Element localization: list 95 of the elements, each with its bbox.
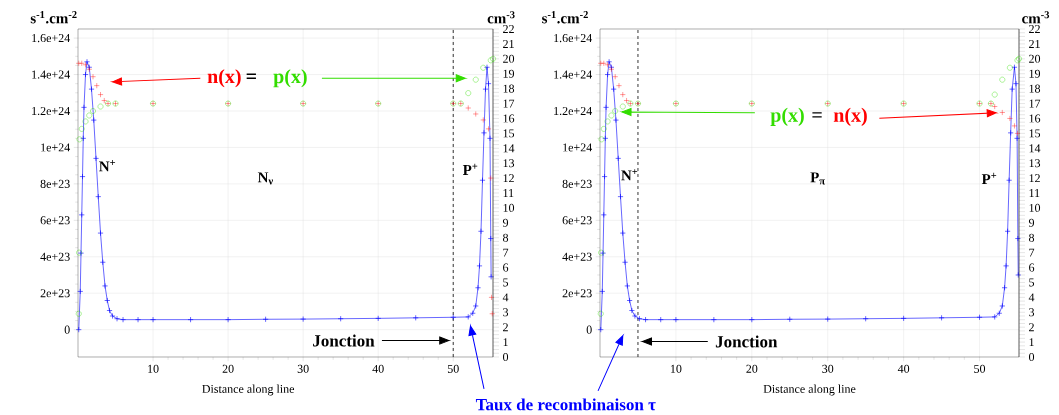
x-tick-label: 30 [297, 364, 309, 373]
y-tick-label: 1e+24 [563, 143, 593, 152]
y2-tick-label: 8 [1029, 233, 1035, 242]
y2-tick-label: 17 [1029, 99, 1041, 108]
y-tick-label: 6e+23 [40, 216, 70, 225]
x-tick-label: 30 [822, 364, 834, 373]
y2-tick-label: 16 [1029, 114, 1041, 123]
y2-tick-label: 13 [503, 159, 515, 168]
annotation: P$_{π}$ [810, 172, 825, 185]
y2-tick-label: 1 [1029, 338, 1034, 347]
y2-tick-label: 5 [503, 278, 509, 287]
y2-tick-label: 22 [503, 25, 514, 33]
series-label: p(x) [770, 107, 804, 126]
y2-tick-label: 0 [503, 352, 509, 362]
y-tick-label: 0 [586, 325, 592, 334]
annotation: N$^{+}$ [99, 160, 116, 172]
y2-tick-label: 10 [1029, 203, 1041, 212]
y2-tick-label: 14 [503, 144, 515, 153]
text: Taux de recombinaison τ [475, 398, 656, 411]
y2-tick-label: 13 [1029, 159, 1041, 168]
y2-tick-label: 18 [503, 84, 515, 93]
y2-tick-label: 12 [503, 174, 514, 183]
y2-tick-label: 1 [503, 338, 508, 347]
annotation: P$^{+}$ [462, 163, 478, 175]
y2-tick-label: 16 [503, 114, 515, 123]
y-axis-title: s$^{-1}$.cm$^{-2}$ [30, 11, 77, 24]
y2-tick-label: 2 [1029, 323, 1034, 332]
x-tick-label: 20 [746, 364, 758, 373]
y2-tick-label: 19 [503, 69, 515, 78]
y-tick-label: 2e+23 [562, 289, 592, 298]
y-tick-label: 4e+23 [562, 252, 592, 261]
y-tick-label: 8e+23 [40, 179, 70, 188]
y-tick-label: 4e+23 [40, 252, 70, 261]
y-tick-label: 1e+24 [41, 143, 71, 152]
y2-tick-label: 5 [1029, 278, 1035, 287]
x-tick-label: 50 [447, 364, 459, 373]
y2-tick-label: 11 [503, 189, 514, 197]
legend-label: n(x) [207, 69, 241, 88]
y2-tick-label: 4 [502, 293, 509, 302]
y-tick-label: 1.2e+24 [554, 106, 593, 116]
y-tick-label: 1.2e+24 [32, 106, 71, 116]
annotation: N$^{+}$ [621, 169, 638, 181]
y2-tick-label: 21 [503, 39, 514, 48]
ref-line-label: Jonction [715, 335, 778, 348]
x-tick-label: 40 [372, 364, 384, 373]
y2-tick-label: 0 [1029, 352, 1035, 362]
x-axis-title: Distance along line [202, 384, 295, 396]
x-tick-label: 10 [670, 364, 682, 373]
y2-axis-title: cm$^{-3}$ [1022, 11, 1050, 24]
y2-tick-label: 9 [1028, 218, 1035, 227]
y-tick-label: 1.4e+24 [554, 70, 593, 79]
y2-tick-label: 4 [1028, 293, 1035, 302]
y2-tick-label: 8 [503, 233, 509, 242]
y2-tick-label: 7 [1029, 248, 1035, 257]
y2-tick-label: 15 [1029, 129, 1041, 138]
annotation: = [812, 112, 822, 118]
y-tick-label: 2e+23 [40, 289, 70, 298]
y2-tick-label: 22 [1029, 25, 1040, 33]
y2-tick-label: 3 [503, 308, 509, 317]
y2-tick-label: 6 [503, 263, 509, 272]
y-tick-label: 1.6e+24 [32, 34, 71, 43]
y2-tick-label: 10 [503, 203, 515, 212]
y2-tick-label: 20 [1029, 54, 1041, 63]
y2-tick-label: 19 [1029, 69, 1041, 78]
y-tick-label: 8e+23 [562, 179, 592, 188]
x-tick-label: 10 [148, 364, 159, 373]
y-tick-label: 6e+23 [562, 216, 592, 225]
y2-tick-label: 6 [1029, 263, 1035, 272]
y2-tick-label: 2 [503, 323, 508, 332]
y2-axis-title: cm$^{-3}$ [487, 11, 515, 24]
x-tick-label: 50 [974, 364, 986, 373]
x-axis-title: Distance along line [763, 384, 856, 396]
y-tick-label: 1.6e+24 [554, 34, 593, 43]
y-tick-label: 0 [64, 325, 70, 334]
y-axis-title: s$^{-1}$.cm$^{-2}$ [542, 11, 588, 24]
y2-tick-label: 18 [1029, 84, 1041, 93]
y2-tick-label: 20 [503, 54, 515, 63]
annotation: P$^{+}$ [981, 172, 997, 184]
y2-tick-label: 9 [502, 218, 509, 227]
y2-tick-label: 17 [503, 99, 515, 108]
annotation: = [246, 73, 256, 79]
y2-tick-label: 14 [1029, 144, 1041, 153]
y2-tick-label: 7 [503, 248, 509, 257]
y2-tick-label: 15 [503, 129, 515, 138]
y2-tick-label: 11 [1029, 189, 1040, 197]
series-label: p(x) [273, 69, 307, 88]
series-label: n(x) [833, 107, 867, 126]
x-tick-label: 40 [897, 364, 910, 373]
y-tick-label: 1.4e+24 [32, 70, 71, 79]
x-tick-label: 20 [222, 364, 234, 373]
annotation: N$_{ν}$ [257, 172, 273, 185]
ref-line-label: Jonction [313, 334, 375, 347]
y2-tick-label: 12 [1029, 174, 1040, 183]
y2-tick-label: 21 [1029, 39, 1040, 48]
y2-tick-label: 3 [1029, 308, 1035, 317]
